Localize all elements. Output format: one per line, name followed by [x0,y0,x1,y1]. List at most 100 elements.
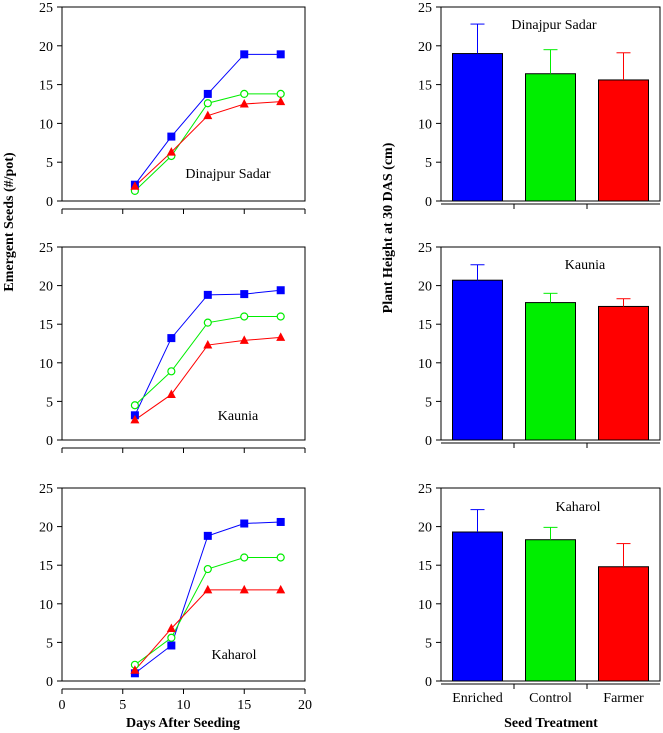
right-1-chart: 0 5 10 15 20 25 Dinajpur Sadar [418,1,661,210]
right-3-ytick-label: 25 [418,482,432,497]
left-3-plot-frame [61,487,306,682]
left-3-enriched-point [167,641,176,650]
right-3-bar-enriched [452,531,503,682]
left-2-control-point [167,367,176,376]
right-2-annotation: Kaunia [565,258,606,273]
right-3-ytick-label: 5 [425,636,432,651]
left-3-enriched-point [240,519,249,528]
right-3-category-label: Enriched [452,691,503,706]
right-2-ytick-label: 25 [418,241,432,256]
left-2-ytick-label: 15 [39,318,53,333]
left-3-xtick-label: 20 [298,698,312,713]
right-2-bar-farmer [598,305,649,441]
left-3-enriched-point [203,531,212,540]
left-y-axis-label: Emergent Seeds (#/pot) [2,152,17,292]
left-2-control-point [130,401,139,410]
left-2-control-point [203,318,212,327]
left-1-ytick-label: 5 [46,156,53,171]
left-2-enriched-point [276,286,285,295]
left-2-farmer-line [134,336,281,421]
left-2-farmer-point [130,414,140,424]
right-2-chart: 0 5 10 15 20 25 Kaunia [418,241,661,449]
right-1-bar-control [525,73,576,202]
left-3-farmer-point [130,665,140,674]
left-2-chart: 0 5 10 15 20 25 Kaunia [39,241,306,453]
left-2-ytick-label: 10 [39,357,53,372]
right-3-annotation: Kaharol [555,500,600,515]
left-3-xtick-label: 10 [177,698,191,713]
left-1-annotation: Dinajpur Sadar [185,167,270,182]
right-2-ytick-label: 20 [418,280,432,295]
left-3-ytick-label: 25 [39,482,53,497]
left-3-control-point [240,553,249,562]
left-2-farmer-point [276,332,286,341]
left-2-ytick-label: 25 [39,241,53,256]
left-3-farmer-point [203,584,213,594]
left-1-chart: 0 5 10 15 20 25 Dinajpur Sadar [39,1,306,214]
left-2-farmer-point [203,340,213,349]
left-1-ytick-label: 10 [39,117,53,132]
left-1-farmer-point [239,99,249,108]
left-1-plot-frame [61,6,306,202]
chart-panels: 0 5 10 15 20 25 Dinajpur Sadar 0 5 10 15 20 25 Kaunia… [39,1,661,713]
right-2-ytick-label: 15 [418,318,432,333]
left-3-control-point [276,553,285,562]
left-3-ytick-label: 0 [46,675,53,690]
right-1-ytick-label: 25 [418,1,432,16]
left-2-enriched-point [240,290,249,299]
right-2-ytick-label: 10 [418,357,432,372]
left-1-ytick-label: 25 [39,1,53,16]
left-3-ytick-label: 20 [39,521,53,536]
right-1-annotation: Dinajpur Sadar [511,18,596,33]
left-1-enriched-point [240,50,249,59]
left-1-farmer-point [203,110,213,120]
right-2-ytick-label: 5 [425,395,432,410]
left-1-ytick-label: 0 [46,195,53,210]
left-1-enriched-point [203,89,212,98]
left-3-ytick-label: 10 [39,598,53,613]
left-2-ytick-label: 0 [46,434,53,449]
right-3-bar-farmer [598,566,649,682]
left-2-control-line [134,315,281,406]
right-1-bar-farmer [598,79,649,202]
left-1-farmer-point [276,96,286,106]
left-3-control-line [134,556,281,666]
left-3-annotation: Kaharol [211,648,256,663]
left-3-farmer-point [166,623,176,633]
left-3-ytick-label: 5 [46,636,53,651]
left-2-farmer-point [166,389,176,398]
left-2-annotation: Kaunia [218,409,259,424]
left-3-xtick-label: 0 [59,698,66,713]
left-3-enriched-point [276,517,285,526]
left-2-enriched-point [203,290,212,299]
right-y-axis-label: Plant Height at 30 DAS (cm) [381,142,396,313]
left-x-axis-label: Days After Seeding [126,716,240,731]
left-3-enriched-line [134,521,281,674]
left-1-enriched-point [167,132,176,141]
left-3-control-point [167,633,176,642]
left-3-farmer-line [134,589,281,671]
right-3-chart: 0 5 10 15 20 25 Enriched Control Farmer Kaharol [418,482,661,706]
right-2-bar-control [525,302,576,441]
right-1-ytick-label: 20 [418,40,432,55]
left-1-ytick-label: 15 [39,79,53,94]
right-1-ytick-label: 15 [418,79,432,94]
left-3-farmer-point [276,584,286,594]
right-3-ytick-label: 10 [418,598,432,613]
left-2-farmer-point [239,335,249,344]
left-1-control-point [276,89,285,99]
left-1-ytick-label: 20 [39,40,53,55]
left-1-farmer-point [130,181,140,190]
right-x-axis-label: Seed Treatment [504,716,598,731]
left-3-xtick-label: 15 [237,698,251,713]
left-3-ytick-label: 15 [39,559,53,574]
left-1-control-point [203,99,212,108]
left-2-enriched-line [134,289,281,416]
right-3-ytick-label: 15 [418,559,432,574]
left-2-control-point [276,312,285,321]
right-1-ytick-label: 10 [418,117,432,132]
left-1-control-point [240,89,249,99]
left-2-plot-frame [61,246,306,441]
left-3-control-point [203,564,212,574]
